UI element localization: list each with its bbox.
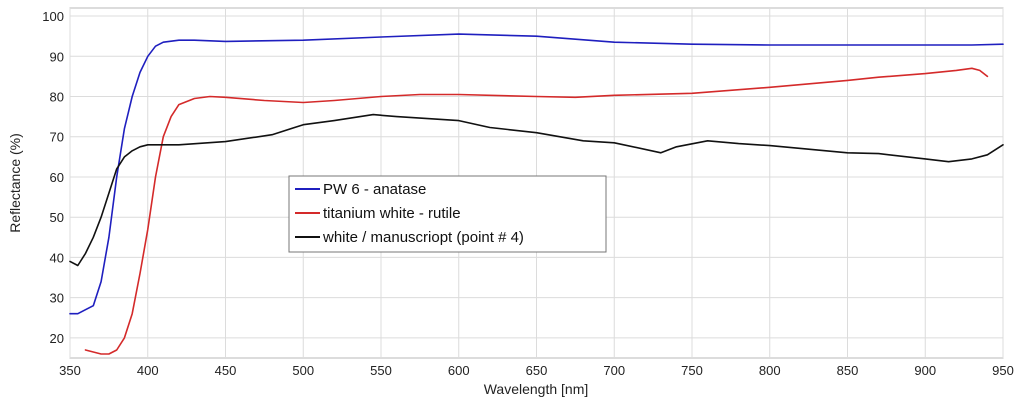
y-tick-label: 50 xyxy=(50,210,64,225)
x-tick-label: 550 xyxy=(370,363,392,378)
y-tick-label: 30 xyxy=(50,291,64,306)
series-layer xyxy=(69,33,1004,355)
x-tick-labels: 350 400 450 500 550 600 650 700 750 800 850 900 950 xyxy=(59,363,1014,378)
y-tick-label: 20 xyxy=(50,331,64,346)
legend-label-rutile: titanium white - rutile xyxy=(323,205,461,222)
x-tick-label: 900 xyxy=(914,363,936,378)
y-tick-label: 40 xyxy=(50,250,64,265)
x-tick-label: 600 xyxy=(448,363,470,378)
y-tick-label: 60 xyxy=(50,170,64,185)
x-axis-title: Wavelength [nm] xyxy=(484,381,589,397)
legend: PW 6 - anatase titanium white - rutile w… xyxy=(288,175,607,253)
series-line-0 xyxy=(69,33,1004,315)
y-tick-label: 70 xyxy=(50,130,64,145)
legend-label-anatase: PW 6 - anatase xyxy=(323,181,426,198)
y-tick-label: 90 xyxy=(50,49,64,64)
x-tick-label: 800 xyxy=(759,363,781,378)
legend-box xyxy=(288,175,607,253)
x-tick-label: 750 xyxy=(681,363,703,378)
x-tick-label: 500 xyxy=(292,363,314,378)
series-line-2 xyxy=(69,113,1004,267)
x-tick-label: 400 xyxy=(137,363,159,378)
y-tick-label: 80 xyxy=(50,90,64,105)
y-tick-label: 100 xyxy=(42,9,64,24)
x-tick-label: 350 xyxy=(59,363,81,378)
x-tick-label: 950 xyxy=(992,363,1014,378)
y-axis-title: Reflectance (%) xyxy=(7,133,23,233)
y-tick-labels: 20 30 40 50 60 70 80 90 100 xyxy=(42,9,64,346)
legend-label-manuscript: white / manuscriopt (point # 4) xyxy=(322,229,524,246)
x-tick-label: 850 xyxy=(837,363,859,378)
x-tick-label: 700 xyxy=(603,363,625,378)
x-tick-label: 450 xyxy=(215,363,237,378)
series-line-1 xyxy=(84,67,989,355)
x-tick-label: 650 xyxy=(526,363,548,378)
